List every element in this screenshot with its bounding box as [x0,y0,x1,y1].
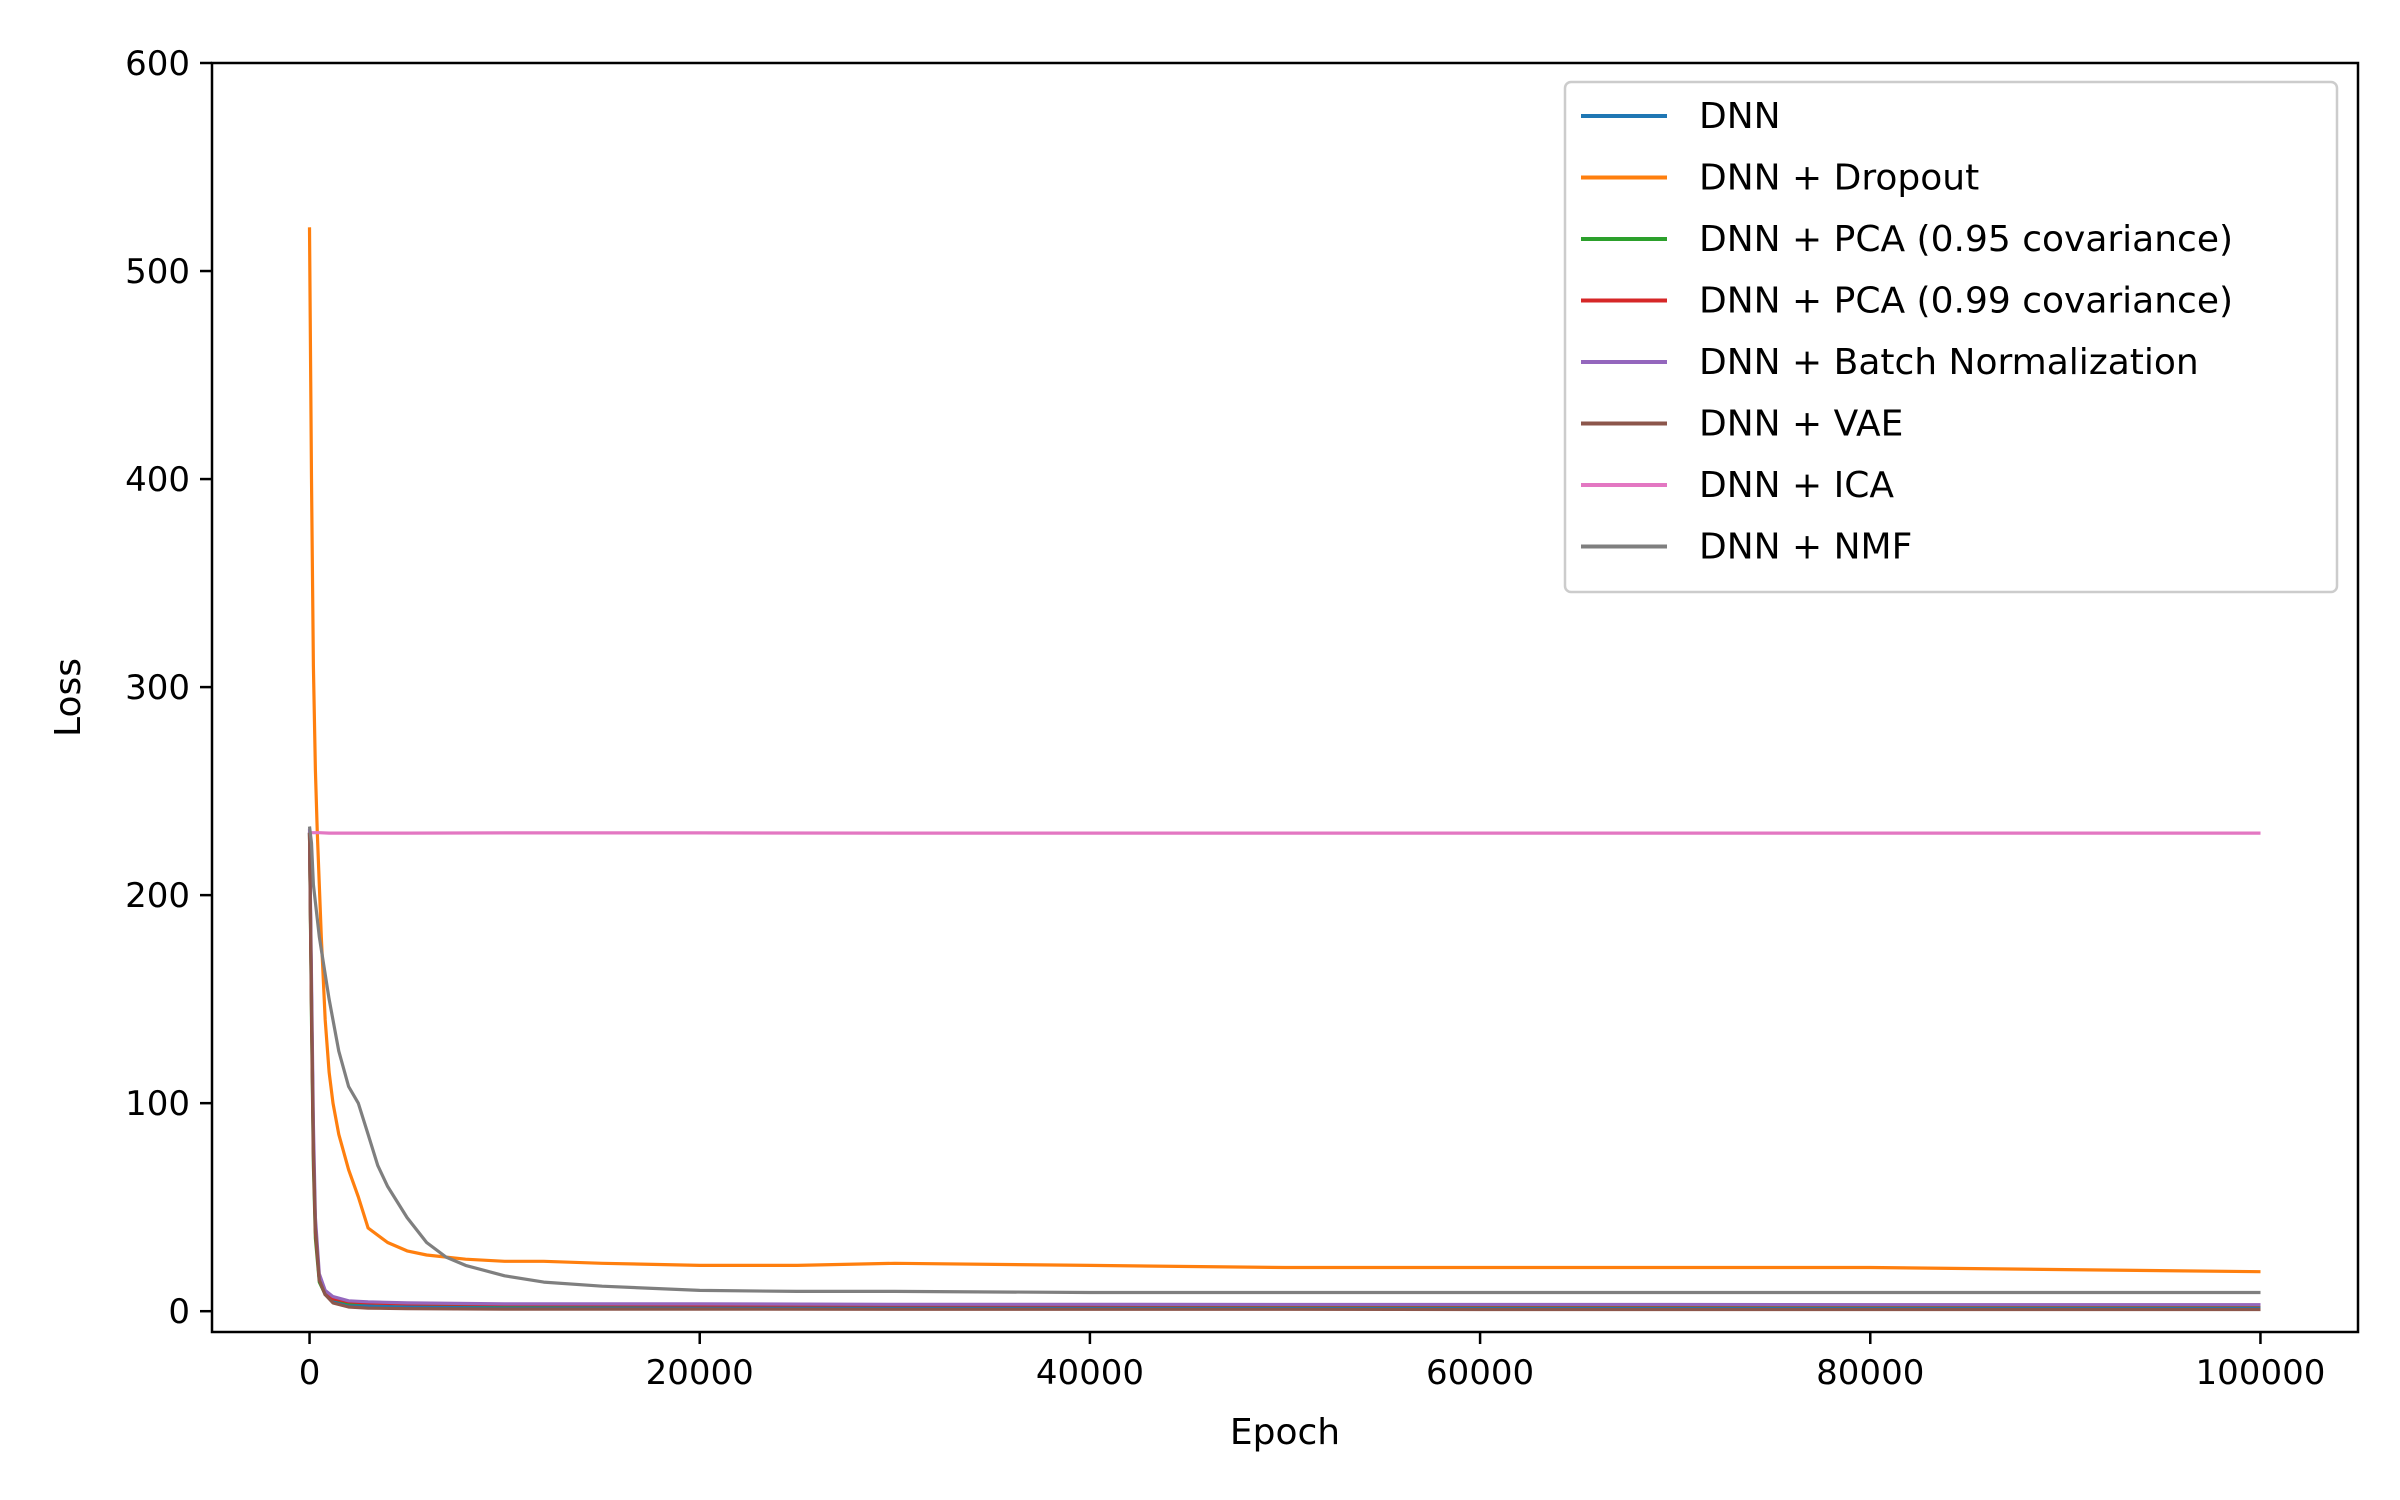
series-line-0 [307,832,2261,1310]
series-layer [307,227,2261,1312]
legend-label-0: DNN [1699,96,1781,137]
x-axis: 0 20000 40000 60000 80000 100000 [299,1332,2326,1393]
legend-label-6: DNN + ICA [1699,465,1894,506]
y-axis: 0 100 200 300 400 500 600 [125,44,212,1332]
legend-label-7: DNN + NMF [1699,527,1912,568]
y-axis-title: Loss [48,658,89,737]
y-tick-label: 200 [125,876,190,916]
y-tick-label: 300 [125,668,190,708]
x-tick-label: 60000 [1426,1353,1534,1393]
x-tick-label: 20000 [646,1353,754,1393]
y-tick-label: 400 [125,460,190,500]
series-line-3 [307,832,2261,1307]
x-tick-label: 40000 [1036,1353,1144,1393]
legend-label-5: DNN + VAE [1699,404,1903,445]
legend-label-1: DNN + Dropout [1699,158,1979,199]
series-line-1 [307,227,2261,1274]
plot-area-frame [210,61,2360,1334]
series-line-2 [307,832,2261,1308]
legend: DNN DNN + Dropout DNN + PCA (0.95 covarian… [1563,80,2339,594]
legend-label-2: DNN + PCA (0.95 covariance) [1699,219,2233,260]
x-tick-label: 0 [299,1353,321,1393]
series-line-4 [307,828,2261,1307]
x-tick-label: 100000 [2196,1353,2326,1393]
legend-label-3: DNN + PCA (0.99 covariance) [1699,281,2233,322]
y-tick-label: 100 [125,1084,190,1124]
series-line-7 [307,826,2261,1295]
x-tick-label: 80000 [1816,1353,1924,1393]
legend-label-4: DNN + Batch Normalization [1699,342,2199,383]
legend-box [1563,80,2339,594]
y-tick-label: 500 [125,252,190,292]
y-tick-label: 0 [168,1292,190,1332]
y-tick-label: 600 [125,44,190,84]
x-axis-title: Epoch [1230,1412,1340,1453]
series-line-5 [307,832,2261,1312]
